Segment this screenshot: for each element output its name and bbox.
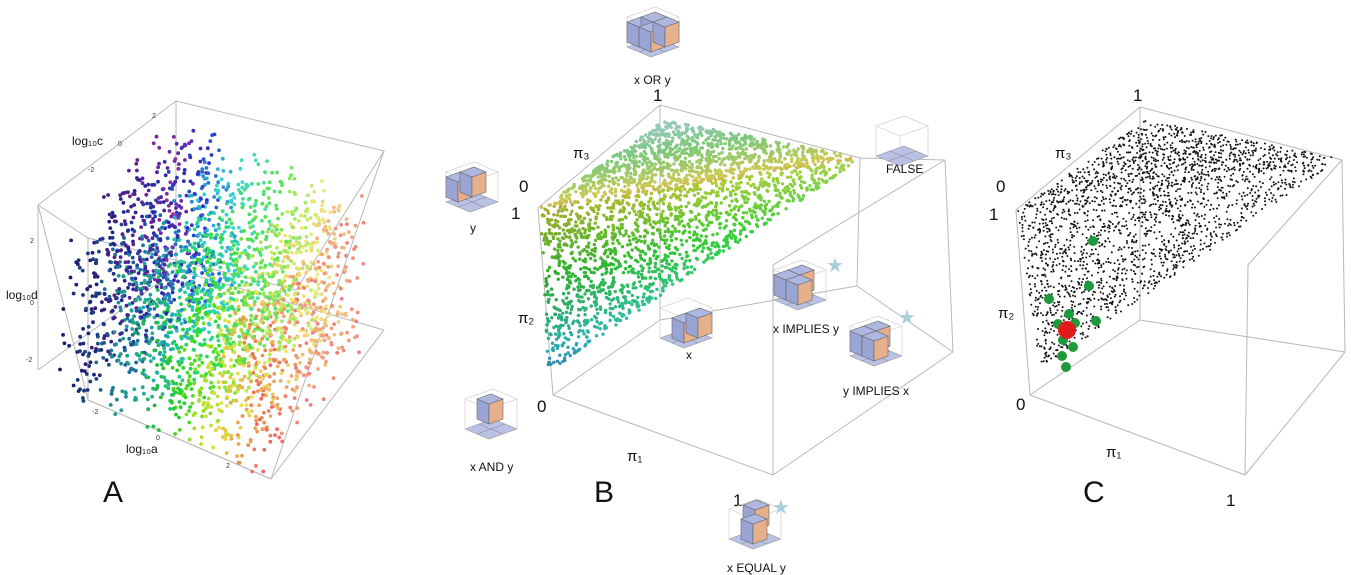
glyph-x-and-y — [465, 389, 517, 439]
panel-a-tick-a-2: 2 — [226, 463, 230, 470]
star-x-equal-y-icon: ★ — [772, 497, 790, 519]
panel-b-point-cloud — [540, 120, 854, 367]
panel-b-box — [537, 104, 954, 476]
panel-a: log₁₀c log₁₀d log₁₀a 2 0 -2 2 0 -2 -2 0 … — [6, 100, 385, 509]
label-x-or-y: x OR y — [634, 73, 671, 87]
label-x: x — [686, 348, 692, 362]
panel-b-label-zero-top: 0 — [519, 177, 528, 196]
panel-b-pi3-label: π₃ — [573, 145, 589, 162]
panel-c-pi2-label: π₂ — [998, 305, 1014, 322]
glyph-x-or-y — [627, 7, 679, 57]
star-y-implies-x-icon: ★ — [898, 307, 916, 329]
panel-b-label-zero-mid: 0 — [537, 397, 546, 416]
panel-a-tick-c-2: -2 — [88, 167, 94, 174]
star-x-implies-y-icon: ★ — [826, 255, 844, 277]
panel-b-pi1-label: π₁ — [627, 448, 642, 465]
panel-c-label-one-top: 1 — [1133, 86, 1142, 105]
panel-a-axis-a-label: log₁₀a — [126, 442, 158, 456]
glyph-y — [446, 162, 498, 212]
panel-a-tick-d-2: -2 — [26, 357, 32, 364]
panel-c-label-zero-top: 0 — [996, 177, 1005, 196]
label-x-and-y: x AND y — [470, 460, 513, 474]
panel-c-box — [1015, 106, 1346, 476]
panel-b-label-one-bottom: 1 — [733, 491, 742, 510]
label-y-implies-x: y IMPLIES x — [843, 384, 909, 398]
panel-c: 1 0 1 0 1 π₃ π₂ π₁ C — [989, 86, 1346, 510]
panel-a-tick-a-0: -2 — [92, 409, 98, 416]
label-y: y — [470, 221, 476, 235]
label-x-implies-y: x IMPLIES y — [773, 322, 839, 336]
panel-a-tick-d-1: 0 — [30, 300, 34, 307]
panel-c-pi3-label: π₃ — [1055, 145, 1071, 162]
panel-c-red-marker — [1058, 321, 1076, 339]
label-false: FALSE — [886, 162, 923, 176]
panel-a-tick-c-0: 2 — [152, 113, 156, 120]
panel-b-pi2-label: π₂ — [518, 310, 534, 327]
panel-c-pi1-label: π₁ — [1106, 444, 1121, 461]
panel-b-label-one-top: 1 — [653, 86, 662, 105]
panel-a-tick-d-0: 2 — [30, 238, 34, 245]
glyph-x — [660, 298, 712, 348]
panel-c-green-markers — [1044, 236, 1101, 372]
glyph-false — [876, 116, 928, 166]
panel-a-point-cloud — [58, 128, 366, 474]
panel-b-label-one-left: 1 — [511, 204, 520, 223]
panel-a-axis-d-label: log₁₀d — [6, 288, 38, 302]
panel-a-letter: A — [103, 476, 123, 509]
panel-a-axis-c-label: log₁₀c — [72, 134, 103, 148]
panel-a-tick-a-1: 0 — [156, 435, 160, 442]
panel-a-tick-c-1: 0 — [118, 141, 122, 148]
panel-b: 1 0 1 0 1 π₃ π₂ π₁ x OR y FALSE y x ★ x … — [446, 7, 954, 575]
panel-c-label-one-left: 1 — [989, 205, 998, 224]
glyph-x-implies-y — [774, 260, 826, 310]
panel-b-letter: B — [594, 476, 614, 509]
panel-c-label-zero-bottom: 0 — [1016, 395, 1025, 414]
panel-c-label-one-bottom: 1 — [1226, 491, 1235, 510]
panel-c-letter: C — [1083, 476, 1105, 509]
label-x-equal-y: x EQUAL y — [727, 561, 786, 575]
glyph-y-implies-x — [850, 316, 902, 366]
